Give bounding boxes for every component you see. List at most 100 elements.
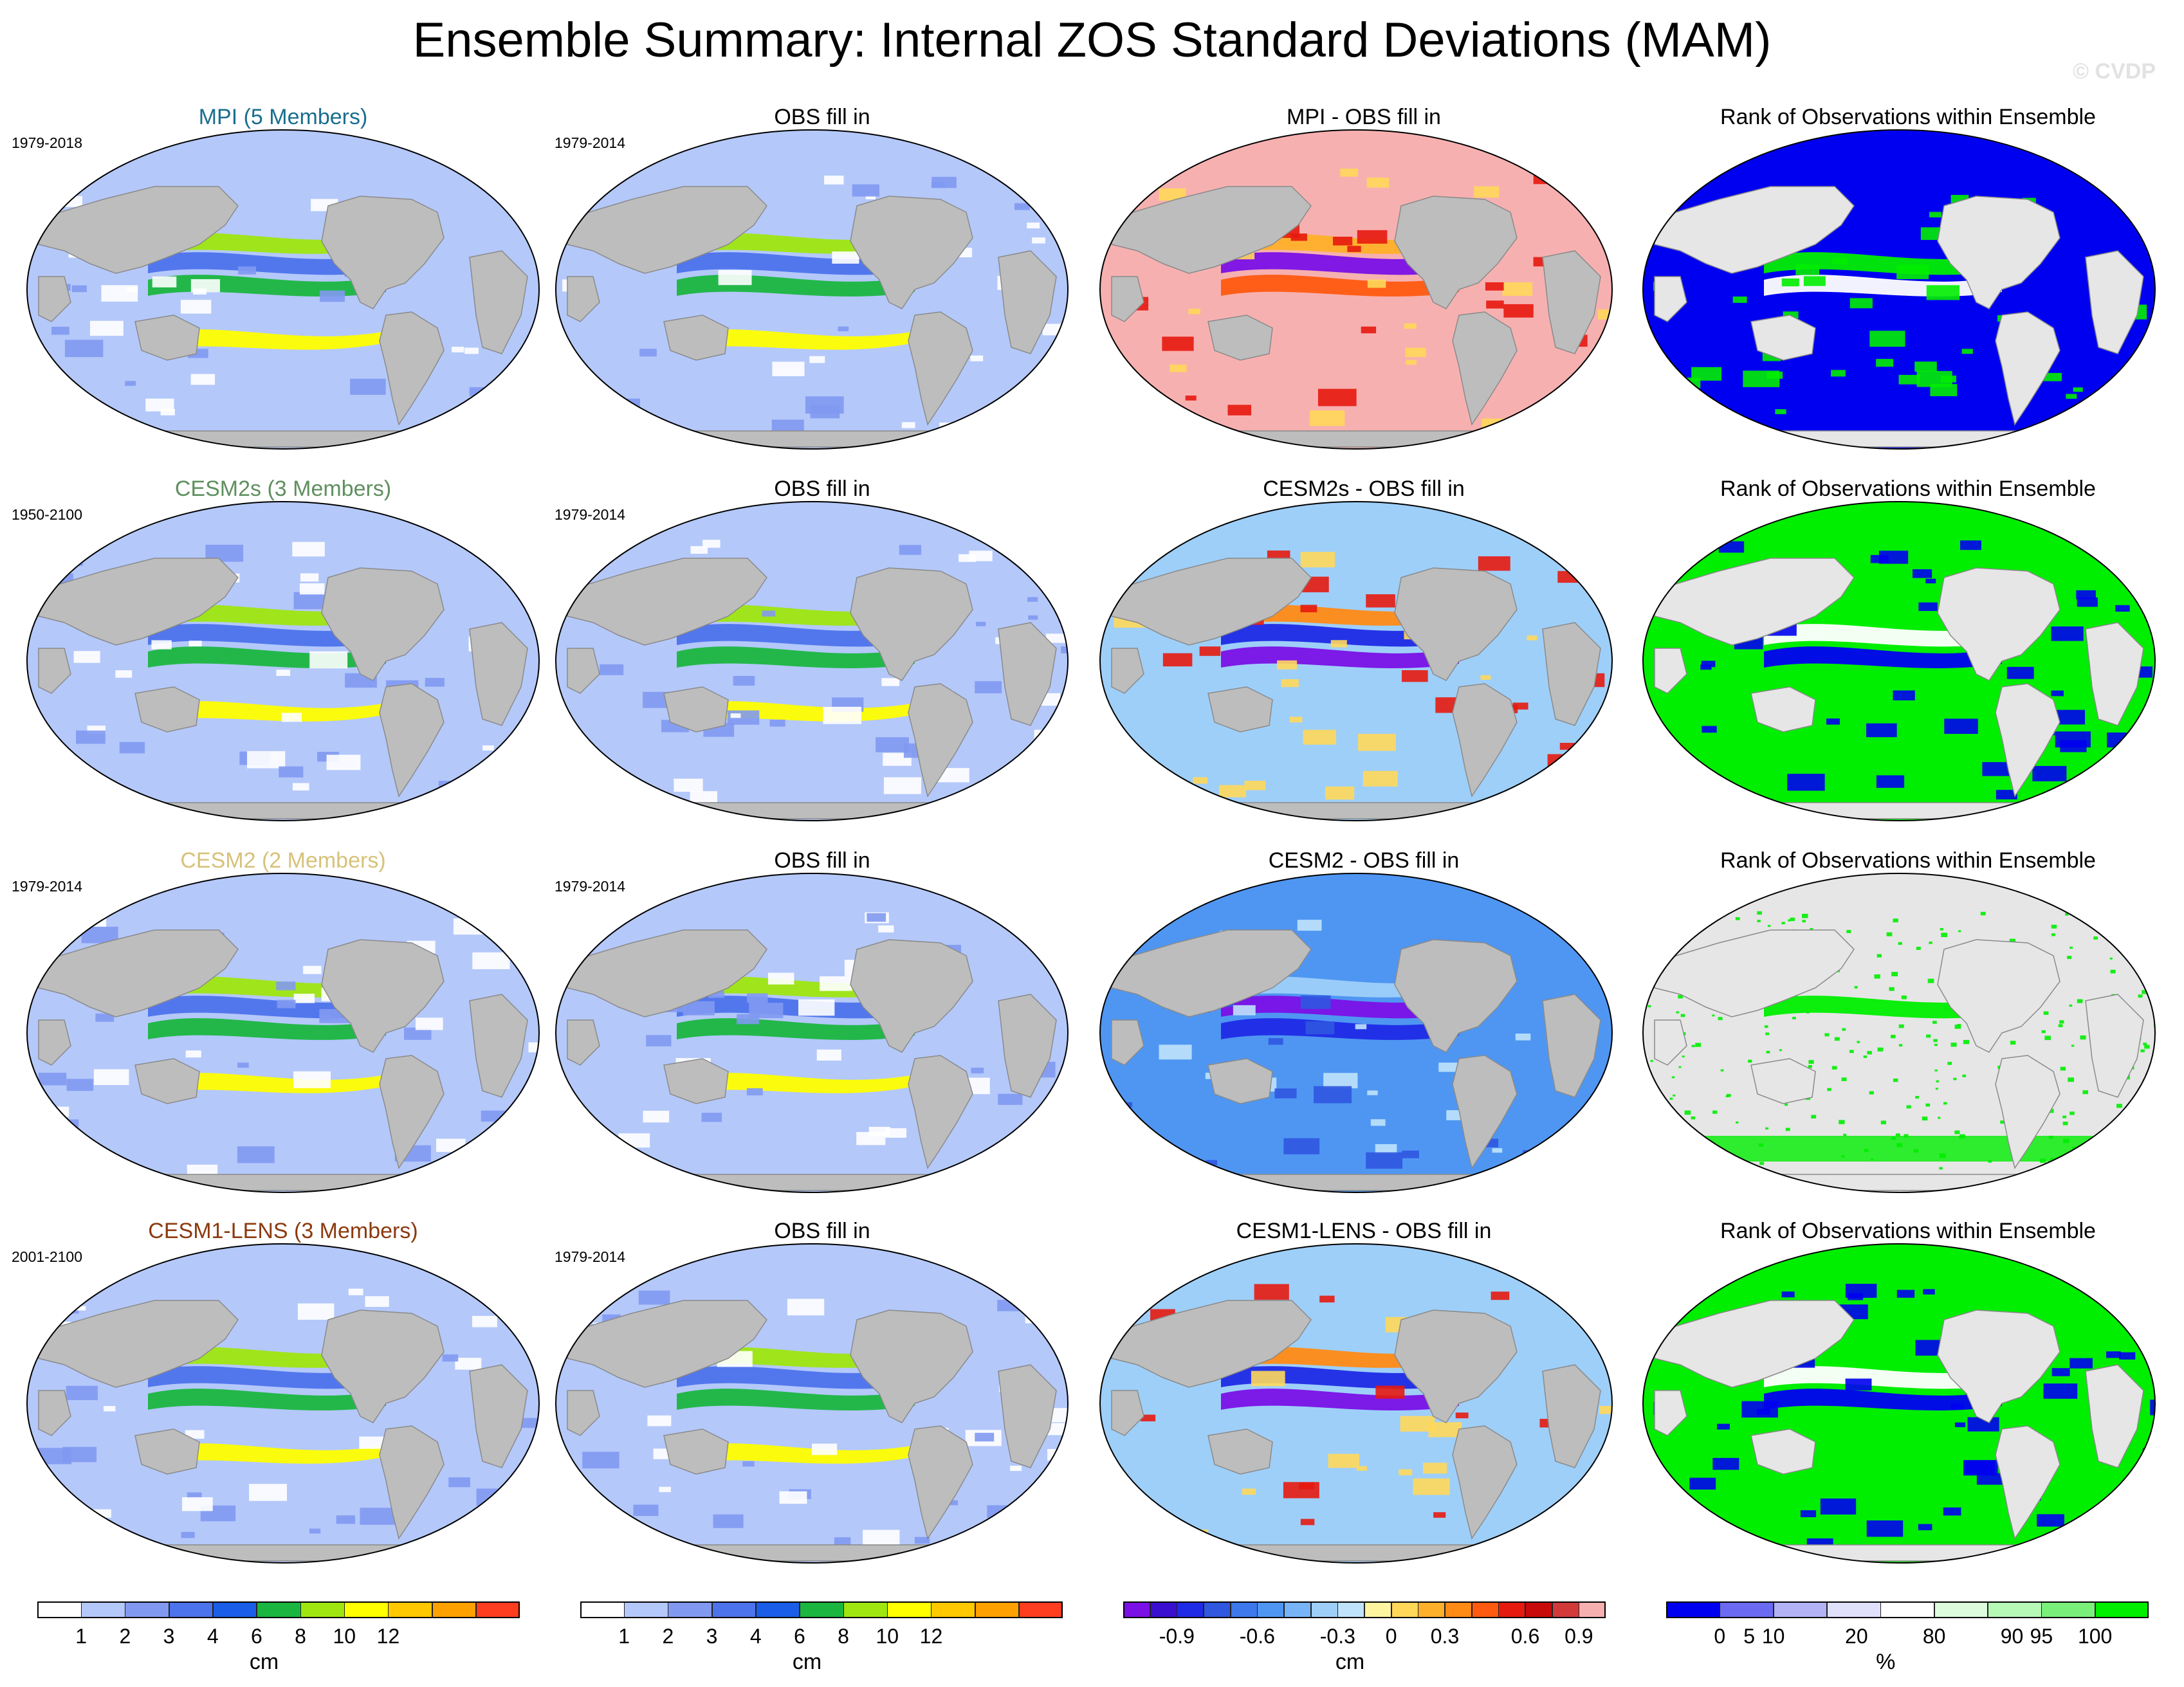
colorbar-tick-label: -0.6 <box>1239 1625 1275 1648</box>
field-patch <box>1357 230 1388 244</box>
field-band <box>1693 1136 2105 1162</box>
field-patch <box>2058 1024 2063 1028</box>
field-patch <box>2069 1358 2093 1369</box>
figure-title: Ensemble Summary: Internal ZOS Standard … <box>412 13 1772 68</box>
colorbar-tick-label: 3 <box>163 1625 175 1648</box>
field-patch <box>1691 1044 1695 1048</box>
field-patch <box>1375 1385 1405 1399</box>
field-patch <box>1831 370 1846 377</box>
field-patch <box>1328 1454 1359 1468</box>
field-patch <box>1283 1482 1319 1499</box>
field-patch <box>1474 186 1500 198</box>
field-patch <box>1869 331 1905 347</box>
field-patch <box>1891 972 1898 977</box>
colorbar-frame <box>37 1601 520 1618</box>
field-patch <box>2076 1154 2083 1159</box>
field-patch <box>499 414 530 428</box>
field-patch <box>1356 1466 1367 1471</box>
field-patch <box>1478 556 1510 571</box>
field-patch <box>1669 1097 1673 1100</box>
field-patch <box>528 1491 539 1499</box>
field-patch <box>809 356 825 363</box>
field-patch <box>1929 212 1941 217</box>
land-mass <box>567 186 767 274</box>
field-patch <box>1206 1160 1218 1165</box>
land-mass <box>998 1364 1057 1468</box>
field-patch <box>360 1508 398 1525</box>
field-patch <box>1967 1417 1999 1432</box>
field-patch <box>1913 569 1932 578</box>
land-mass <box>1394 1309 1518 1423</box>
field-patch <box>1795 264 1820 275</box>
field-patch <box>1802 920 1806 923</box>
colorbar-tick-label: 4 <box>749 1625 762 1648</box>
field-patch <box>31 374 62 388</box>
model-period-label: 1979-2014 <box>12 878 82 895</box>
field-patch <box>1054 203 1068 210</box>
field-patch <box>1732 296 1747 303</box>
field-patch <box>1820 1498 1857 1515</box>
field-patch <box>970 355 984 361</box>
land-mass <box>379 1425 445 1540</box>
field-patch <box>2129 926 2133 929</box>
field-patch <box>1801 913 1808 918</box>
field-patch <box>436 1138 466 1153</box>
field-patch <box>1159 188 1186 201</box>
field-patch <box>1726 1093 1731 1097</box>
field-band <box>677 329 915 351</box>
diff-panel-title: MPI - OBS fill in <box>1287 105 1441 129</box>
field-patch <box>863 1529 900 1547</box>
field-patch <box>1297 920 1322 931</box>
land-mass <box>1750 686 1816 733</box>
field-patch <box>2037 1514 2064 1527</box>
field-patch <box>591 930 607 938</box>
field-patch <box>1303 729 1336 745</box>
field-patch <box>2106 1351 2121 1358</box>
field-patch <box>1806 1011 1810 1014</box>
field-patch <box>1876 775 1905 788</box>
land-mass <box>850 939 973 1053</box>
field-patch <box>1932 1021 1937 1024</box>
colorbar-frame <box>580 1601 1063 1618</box>
field-band <box>677 996 915 1019</box>
land-mass <box>134 686 200 733</box>
field-patch <box>71 1526 84 1533</box>
field-patch <box>969 551 993 561</box>
field-patch <box>1676 1506 1695 1515</box>
land-mass <box>1937 1309 2060 1423</box>
field-patch <box>1515 1034 1531 1041</box>
land-mass <box>908 683 973 798</box>
field-patch <box>1950 1403 1964 1410</box>
field-patch <box>1958 930 1961 933</box>
field-patch <box>1433 1512 1446 1518</box>
field-patch <box>2067 956 2072 960</box>
land-mass <box>1750 315 1816 361</box>
land-mass <box>908 311 973 426</box>
field-patch <box>1788 919 1791 922</box>
field-patch <box>1289 716 1303 723</box>
colorbar-2: 1 2 3 4 6 8 10 12 cm <box>580 1601 1063 1679</box>
field-patch <box>2143 1043 2147 1046</box>
field-patch <box>1810 928 1813 931</box>
land-mass <box>850 196 973 309</box>
field-patch <box>1361 326 1377 334</box>
field-patch <box>1935 1088 1938 1090</box>
colorbar-unit-label: cm <box>1335 1650 1365 1674</box>
land-mass <box>567 648 600 694</box>
field-patch <box>975 1432 995 1442</box>
field-patch <box>1595 197 1608 204</box>
field-patch <box>798 999 835 1016</box>
land-mass <box>469 622 528 726</box>
model-period-label: 1950-2100 <box>12 506 82 523</box>
field-band <box>1764 996 2002 1019</box>
map-frame <box>555 1243 1069 1564</box>
field-patch <box>521 549 539 567</box>
field-patch <box>1808 1066 1812 1068</box>
field-patch <box>1803 276 1826 286</box>
field-patch <box>633 1504 659 1517</box>
field-patch <box>1188 309 1200 315</box>
land-mass <box>998 994 1057 1098</box>
land-mass <box>321 567 445 681</box>
colorbar-4: 0 5 10 20 80 90 95 100% <box>1666 1601 2149 1679</box>
field-patch <box>838 326 849 332</box>
